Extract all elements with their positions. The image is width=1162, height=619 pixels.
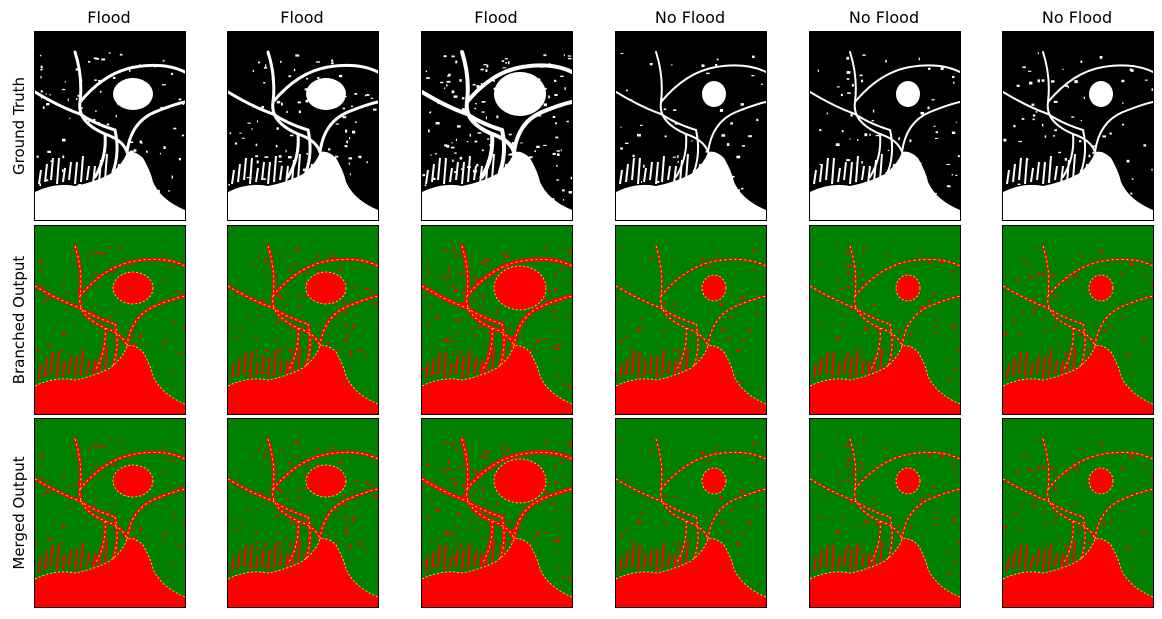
map-image — [35, 226, 185, 414]
map-panel-r2-c6 — [1002, 225, 1154, 415]
column-title-3: Flood — [474, 8, 518, 27]
map-panel-r3-c4 — [615, 418, 767, 608]
map-panel-r2-c4 — [615, 225, 767, 415]
column-title-4: No Flood — [654, 8, 726, 27]
map-image — [1003, 226, 1153, 414]
column-title-5: No Flood — [848, 8, 920, 27]
map-panel-r2-c5 — [809, 225, 961, 415]
column-title-2: Flood — [280, 8, 324, 27]
map-image — [228, 226, 378, 414]
map-image — [35, 419, 185, 607]
map-panel-r1-c1 — [34, 31, 186, 221]
map-panel-r3-c3 — [421, 418, 573, 608]
map-panel-r1-c5 — [809, 31, 961, 221]
map-panel-r3-c5 — [809, 418, 961, 608]
column-title-1: Flood — [87, 8, 131, 27]
map-image — [1003, 419, 1153, 607]
map-panel-r1-c6 — [1002, 31, 1154, 221]
row-label-3: Merged Output — [10, 456, 28, 570]
map-panel-r1-c4 — [615, 31, 767, 221]
map-panel-r3-c2 — [227, 418, 379, 608]
map-panel-r3-c1 — [34, 418, 186, 608]
map-image — [810, 419, 960, 607]
map-image — [1003, 32, 1153, 220]
map-image — [228, 419, 378, 607]
map-image — [228, 32, 378, 220]
map-image — [422, 419, 572, 607]
map-panel-r2-c3 — [421, 225, 573, 415]
map-image — [810, 32, 960, 220]
map-image — [422, 32, 572, 220]
row-label-1: Ground Truth — [10, 77, 28, 175]
map-panel-r2-c1 — [34, 225, 186, 415]
row-label-2: Branched Output — [10, 255, 28, 385]
map-panel-r3-c6 — [1002, 418, 1154, 608]
map-image — [616, 32, 766, 220]
map-panel-r2-c2 — [227, 225, 379, 415]
map-image — [616, 419, 766, 607]
column-title-6: No Flood — [1041, 8, 1113, 27]
map-image — [810, 226, 960, 414]
map-image — [422, 226, 572, 414]
map-panel-r1-c3 — [421, 31, 573, 221]
map-panel-r1-c2 — [227, 31, 379, 221]
map-image — [616, 226, 766, 414]
map-image — [35, 32, 185, 220]
